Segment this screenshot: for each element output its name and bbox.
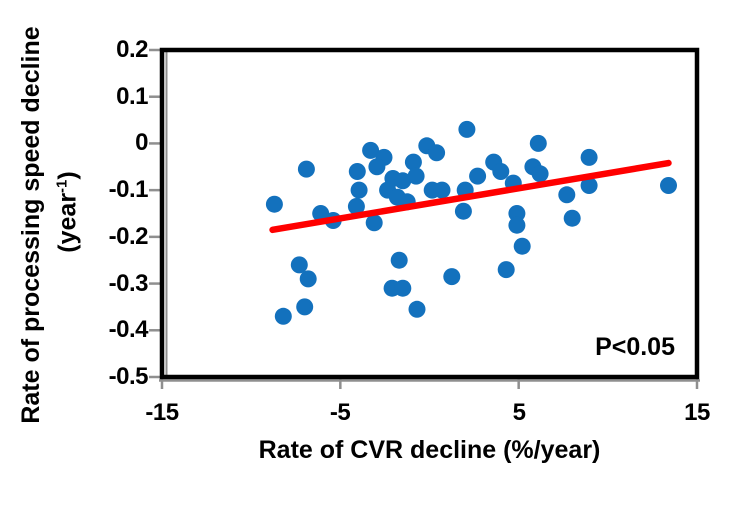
data-point [492,163,510,180]
data-point [580,148,598,166]
x-tick-label: 15 [684,399,710,426]
y-tick-label: -0.5 [108,363,149,390]
data-point [265,195,283,213]
data-point [469,167,487,185]
data-point [443,268,461,286]
data-point [531,165,549,183]
data-point [529,134,547,152]
data-point [290,256,308,274]
data-point [394,172,412,190]
plot-frame [159,47,700,380]
data-point [508,216,526,234]
data-point [362,141,380,159]
y-tick-label: -0.2 [108,223,149,250]
y-tick-label: -0.4 [108,316,149,343]
y-tick-label: -0.3 [108,270,149,297]
x-axis-title: Rate of CVR decline (%/year) [258,436,601,464]
data-point [390,251,408,269]
data-point [404,153,422,171]
data-point [365,214,383,232]
data-point [458,120,476,138]
data-point [558,186,576,204]
y-tick-label: 0.2 [116,36,148,63]
data-point [660,177,677,194]
data-point [296,298,314,316]
trend-line [269,159,672,234]
data-point [368,158,386,176]
data-point [433,181,451,199]
data-point [408,300,426,318]
data-point [580,177,598,194]
data-point [407,167,425,185]
data-point [274,307,292,325]
significance-annotation: P<0.05 [595,333,675,361]
data-point [508,205,526,222]
data-point [348,163,366,180]
data-point [563,209,581,227]
x-tick-label: -15 [145,399,179,426]
data-point [513,237,531,255]
data-point [497,261,515,279]
x-tick-label: 5 [512,399,526,426]
y-tick-label: -0.1 [108,176,149,203]
data-point [299,270,317,288]
data-point [428,144,446,162]
data-point [454,202,472,220]
data-point [347,198,365,215]
data-point [350,181,368,199]
y-tick-label: 0.1 [116,83,148,110]
x-tick-label: -5 [329,399,351,426]
data-point [297,160,315,178]
data-point [394,279,412,297]
y-tick-label: 0 [135,129,148,156]
